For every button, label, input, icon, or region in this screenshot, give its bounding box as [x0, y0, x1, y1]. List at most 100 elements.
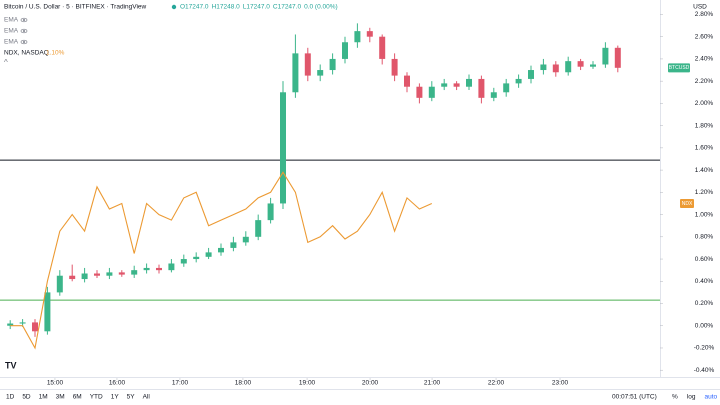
candle-body [19, 322, 26, 324]
range-button[interactable]: 6M [73, 394, 82, 401]
y-tick-label: 0.60% [695, 256, 714, 263]
candle-body [69, 275, 76, 280]
x-tick-label: 18:00 [235, 380, 252, 387]
candle-body [242, 236, 249, 243]
candle-body [391, 58, 398, 76]
candle-body [81, 273, 88, 280]
ohlc-value: 0.0 (0.00%) [304, 4, 338, 11]
range-button[interactable]: 1M [39, 394, 48, 401]
y-tick-label: -0.20% [694, 345, 715, 352]
x-tick-label: 20:00 [362, 380, 379, 387]
ohlc-value: O17247.0 [180, 4, 209, 11]
y-tick-label: 2.80% [695, 11, 714, 18]
candle-body [304, 53, 311, 76]
logo: TV [5, 360, 17, 370]
chart-title: Bitcoin / U.S. Dollar · 5 · BITFINEX · T… [4, 4, 147, 11]
candle-body [267, 203, 274, 221]
candle-body [602, 47, 609, 65]
clock: 00:07:51 (UTC) [612, 394, 657, 401]
candle-body [193, 256, 200, 260]
currency-label[interactable]: USD [693, 4, 707, 11]
candle-body [565, 61, 572, 73]
y-tick-label: 2.20% [695, 78, 714, 85]
y-tick-label: 1.60% [695, 145, 714, 152]
ohlc-value: C17247.0 [273, 4, 302, 11]
candle-body [416, 86, 423, 98]
x-tick-label: 22:00 [488, 380, 505, 387]
candle-body [453, 83, 460, 87]
candle-body [156, 267, 162, 271]
x-tick-label: 19:00 [299, 380, 316, 387]
candle-body [218, 247, 224, 253]
candle-body [205, 252, 212, 257]
candle-body [503, 83, 510, 93]
candle-body [94, 273, 100, 276]
candle-body [490, 92, 497, 98]
range-button[interactable]: 1D [6, 394, 15, 401]
range-button[interactable]: All [143, 394, 151, 401]
candle-body [441, 83, 448, 87]
candle-body [180, 259, 187, 264]
x-tick-label: 16:00 [109, 380, 126, 387]
status-dot [171, 4, 177, 10]
candle-body [255, 220, 262, 237]
x-tick-label: 21:00 [424, 380, 441, 387]
range-button[interactable]: 5D [22, 394, 31, 401]
collapse-icon[interactable]: ^ [4, 58, 8, 67]
candle-body [428, 86, 435, 98]
y-tick-label: 1.00% [695, 211, 714, 218]
candle-body [590, 64, 596, 67]
candle-body [292, 53, 299, 93]
candle-body [515, 78, 522, 84]
price-tag [668, 63, 690, 73]
x-tick-label: 17:00 [172, 380, 189, 387]
compare-label: NDX, NASDAQ [4, 50, 49, 57]
y-tick-label: 1.80% [695, 122, 714, 129]
range-button[interactable]: 3M [56, 394, 65, 401]
y-tick-label: 1.20% [695, 189, 714, 196]
eye-icons [20, 17, 28, 45]
candle-body [7, 323, 14, 326]
candle-body [56, 275, 63, 293]
y-tick-label: 0.40% [695, 278, 714, 285]
compare-value: 1.10% [46, 50, 65, 57]
y-tick-label: 2.60% [695, 33, 714, 40]
scale-option[interactable]: % [672, 394, 678, 401]
candle-body [342, 42, 348, 59]
candle-body [329, 58, 336, 71]
y-tick-label: 0.20% [695, 300, 714, 307]
range-button[interactable]: 5Y [127, 394, 136, 401]
range-button[interactable]: YTD [90, 394, 103, 401]
candle-body [404, 75, 410, 87]
candle-body [280, 92, 286, 204]
indicator-label: EMA [4, 28, 19, 35]
candle-body [528, 70, 534, 79]
candle-body [32, 322, 38, 332]
candle-body [106, 272, 113, 276]
compare-line [10, 171, 433, 350]
candle-body [354, 31, 361, 43]
y-tick-label: 1.40% [695, 167, 714, 174]
y-tick-label: 2.40% [695, 56, 714, 63]
candle-body [230, 242, 237, 248]
candle-body [577, 61, 584, 67]
candle-body [168, 263, 175, 271]
candle-body [379, 36, 386, 59]
y-tick-label: 0.80% [695, 234, 714, 241]
y-tick-label: -0.40% [694, 367, 715, 374]
x-tick-label: 15:00 [47, 380, 64, 387]
scale-option[interactable]: auto [704, 394, 717, 401]
candle-body [143, 267, 150, 271]
scale-option[interactable]: log [687, 394, 696, 401]
candle-body [614, 47, 621, 68]
candle-body [44, 292, 51, 332]
ohlc-value: L17247.0 [243, 4, 270, 11]
x-tick-label: 23:00 [552, 380, 569, 387]
indicator-label: EMA [4, 17, 19, 24]
candle-body [552, 64, 559, 73]
range-button[interactable]: 1Y [111, 394, 120, 401]
ohlc-value: H17248.0 [212, 4, 241, 11]
compare-tag-label: NDX [682, 201, 693, 207]
